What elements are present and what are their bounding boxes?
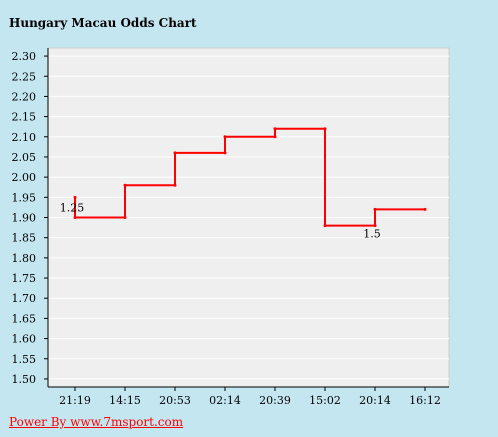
- grid-lines: [48, 55, 449, 380]
- powered-by-link[interactable]: Power By www.7msport.com: [9, 415, 184, 429]
- y-tick-label: 1.90: [12, 212, 37, 225]
- x-tick-label: 20:14: [359, 394, 391, 407]
- x-tick-label: 02:14: [209, 394, 241, 407]
- y-tick-label: 1.55: [12, 353, 37, 366]
- data-point: [73, 216, 77, 219]
- y-tick-label: 1.50: [12, 373, 37, 386]
- y-tick-label: 2.00: [12, 171, 37, 184]
- y-tick-label: 1.60: [12, 333, 37, 346]
- data-point: [173, 183, 177, 187]
- axes: 1.50 1.55 1.60 1.65 1.70 1.75 1.80 1.85 1.90 1.95…: [12, 48, 449, 407]
- data-point: [123, 183, 127, 187]
- y-tick-label: 2.25: [12, 70, 37, 83]
- y-tick-label: 1.65: [12, 312, 37, 325]
- x-tick-label: 20:53: [159, 394, 191, 407]
- x-tick-label: 15:02: [309, 394, 341, 407]
- data-point: [123, 216, 127, 219]
- data-point: [73, 195, 77, 199]
- x-tick-label: 16:12: [409, 394, 441, 407]
- x-tick-label: 21:19: [59, 394, 91, 407]
- y-tick-label: 1.70: [12, 292, 37, 305]
- handicap-annotation: 1.25: [60, 202, 85, 215]
- data-point: [323, 127, 327, 131]
- y-tick-label: 1.80: [12, 252, 37, 265]
- y-tick-label: 1.75: [12, 272, 37, 285]
- data-point: [323, 224, 327, 228]
- y-tick-label: 2.05: [12, 151, 37, 164]
- data-point: [173, 151, 177, 155]
- data-point: [273, 135, 277, 139]
- y-tick-label: 2.30: [12, 50, 37, 63]
- y-tick-label: 2.15: [12, 111, 37, 124]
- y-tick-label: 2.20: [12, 90, 37, 103]
- data-point: [223, 151, 227, 155]
- y-tick-label: 1.95: [12, 191, 37, 204]
- y-tick-label: 2.10: [12, 131, 37, 144]
- data-point: [373, 207, 377, 211]
- y-tick-label: 1.85: [12, 232, 37, 245]
- series-layer: [73, 127, 427, 228]
- data-point: [223, 135, 227, 139]
- data-point: [423, 207, 427, 211]
- x-tick-label: 14:15: [109, 394, 141, 407]
- x-tick-label: 20:39: [259, 394, 291, 407]
- chart-title: Hungary Macau Odds Chart: [9, 16, 197, 30]
- data-point: [273, 127, 277, 131]
- handicap-annotation: 1.5: [363, 228, 381, 241]
- data-point: [373, 224, 377, 228]
- annotations: 1.25 1.5: [60, 202, 381, 241]
